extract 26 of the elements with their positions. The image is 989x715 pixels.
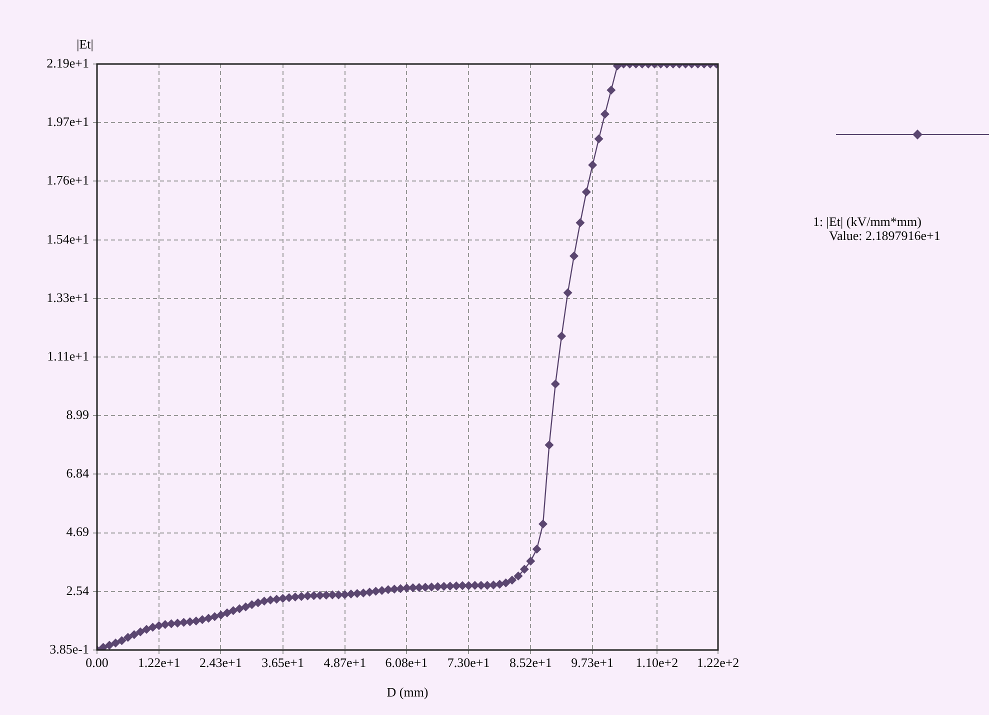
y-tick-label: 2.54 (66, 582, 90, 598)
x-tick-label: 9.73e+1 (571, 655, 614, 670)
text: Value: 2.1897916e+1 (829, 228, 940, 244)
y-tick-label: 1.97e+1 (46, 114, 89, 129)
y-tick-label: 1.33e+1 (46, 290, 89, 305)
x-tick-label: 6.08e+1 (385, 655, 428, 670)
x-axis-title: D (mm) (386, 684, 428, 700)
y-tick-label: 1.76e+1 (46, 172, 89, 188)
x-tick-label: 2.43e+1 (200, 655, 242, 670)
y-tick-label: 8.99 (66, 407, 89, 422)
x-tick-label: 4.87e+1 (324, 655, 366, 670)
y-tick-label: 2.19e+1 (46, 55, 89, 70)
y-tick-label: 3.85e-1 (50, 641, 89, 656)
y-axis-title: |Et| (76, 36, 94, 52)
x-tick-label: 8.52e+1 (510, 655, 552, 670)
y-tick-label: 6.84 (66, 466, 90, 481)
y-tick-label: 1.11e+1 (47, 348, 89, 364)
y-tick-label: 1.54e+1 (46, 231, 89, 246)
x-tick-label: 1.22e+2 (696, 655, 740, 670)
x-tick-label: 1.22e+1 (138, 655, 180, 670)
x-tick-label: 1.10e+2 (636, 655, 678, 670)
x-tick-label: 3.65e+1 (262, 655, 304, 670)
text: 1: |Et| (kV/mm*mm) (813, 214, 922, 230)
x-tick-label: 0.00 (86, 655, 108, 670)
y-tick-label: 4.69 (66, 524, 89, 540)
x-tick-label: 7.30e+1 (447, 655, 490, 670)
